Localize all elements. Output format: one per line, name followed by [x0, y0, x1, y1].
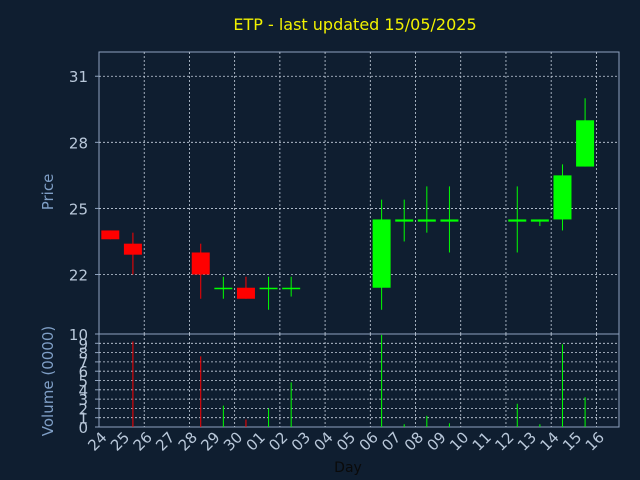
- candle-body: [530, 219, 549, 222]
- candle-body: [508, 219, 527, 222]
- candle-body: [372, 219, 391, 288]
- volume-axis-label: Volume (0000): [39, 326, 57, 436]
- candle-body: [236, 287, 255, 299]
- price-panel-frame: [98, 51, 620, 335]
- volume-tick-label: 7: [78, 354, 88, 372]
- volume-tick-label: 6: [78, 363, 88, 381]
- price-tick-label: 28: [69, 134, 88, 152]
- candle-body: [395, 219, 414, 222]
- day-axis-label: Day: [334, 460, 362, 476]
- volume-tick-label: 1: [78, 410, 88, 428]
- candle-body: [259, 287, 278, 290]
- candle-body: [553, 175, 572, 220]
- candle-body: [214, 287, 233, 290]
- volume-tick-label: 8: [78, 345, 88, 363]
- volume-tick-label: 5: [78, 373, 88, 391]
- chart-title: ETP - last updated 15/05/2025: [233, 15, 476, 34]
- candle-body: [123, 243, 142, 255]
- candle-body: [417, 219, 436, 222]
- day-tick-label: 16: [582, 428, 608, 454]
- price-tick-label: 31: [69, 68, 88, 86]
- candle-body: [101, 230, 120, 240]
- volume-tick-label: 3: [78, 391, 88, 409]
- volume-tick-label: 4: [78, 382, 88, 400]
- volume-tick-label: 2: [78, 400, 88, 418]
- volume-tick-label: 0: [78, 419, 88, 437]
- price-axis-label: Price: [39, 174, 57, 211]
- price-tick-label: 22: [69, 267, 88, 285]
- price-tick-label: 25: [69, 200, 88, 218]
- volume-tick-label: 9: [78, 335, 88, 353]
- volume-tick-label: 10: [69, 326, 88, 344]
- candle-body: [576, 120, 595, 167]
- candle-body: [282, 287, 301, 290]
- candle-body: [191, 252, 210, 275]
- candle-body: [440, 219, 459, 222]
